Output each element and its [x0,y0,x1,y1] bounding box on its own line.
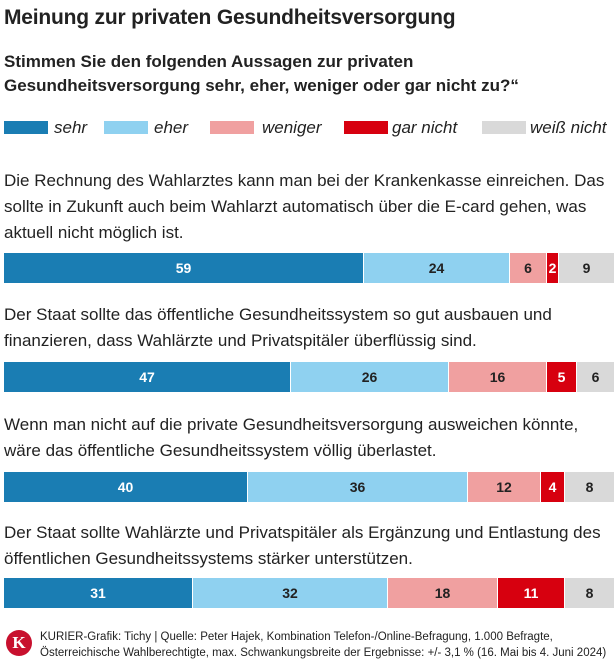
bar-segment-weiss-nicht: 9 [559,253,614,283]
legend-swatch [210,121,254,134]
bar-segment-sehr: 31 [4,578,193,608]
bar-segment-weiss-nicht: 6 [577,362,614,392]
legend-label: gar nicht [392,118,458,137]
bar-segment-gar-nicht: 11 [498,578,565,608]
stacked-bar-2: 47 26 16 5 6 [4,362,614,392]
bar-segment-weniger: 12 [468,472,541,502]
bar-segment-eher: 32 [193,578,388,608]
bar-segment-gar-nicht: 2 [547,253,559,283]
legend-swatch [4,121,48,134]
bar-segment-gar-nicht: 4 [541,472,565,502]
bar-segment-eher: 26 [291,362,449,392]
bar-segment-weiss-nicht: 8 [565,578,614,608]
kurier-logo: K [6,630,32,656]
legend-label: weniger [262,118,322,137]
bar-segment-sehr: 47 [4,362,291,392]
footer: K KURIER-Grafik: Tichy | Quelle: Peter H… [0,624,616,672]
legend-label: weiß nicht [530,118,607,137]
legend-label: eher [154,118,189,137]
legend-label: sehr [54,118,88,137]
bar-segment-weiss-nicht: 8 [565,472,614,502]
bar-segment-gar-nicht: 5 [547,362,577,392]
legend: sehr eher weniger gar nicht weiß nicht [4,118,616,138]
stacked-bar-3: 40 36 12 4 8 [4,472,614,502]
bar-segment-eher: 24 [364,253,510,283]
bar-segment-sehr: 40 [4,472,248,502]
bar-segment-sehr: 59 [4,253,364,283]
stacked-bar-4: 31 32 18 11 8 [4,578,614,608]
stacked-bar-1: 59 24 6 2 9 [4,253,614,283]
chart-title: Meinung zur privaten Gesundheitsversorgu… [4,6,456,29]
chart-subtitle: Stimmen Sie den folgenden Aussagen zur p… [4,52,519,95]
legend-swatch [104,121,148,134]
question-2: Der Staat sollte das öffentliche Gesundh… [4,305,552,350]
source-note: KURIER-Grafik: Tichy | Quelle: Peter Haj… [40,631,607,659]
question-3: Wenn man nicht auf die private Gesundhei… [4,415,579,460]
bar-segment-weniger: 18 [388,578,498,608]
bar-segment-eher: 36 [248,472,468,502]
question-4: Der Staat sollte Wahlärzte und Privatspi… [4,523,601,568]
legend-swatch [344,121,388,134]
bar-segment-weniger: 6 [510,253,547,283]
bar-segment-weniger: 16 [449,362,547,392]
question-1: Die Rechnung des Wahlarztes kann man bei… [4,171,605,242]
legend-swatch [482,121,526,134]
